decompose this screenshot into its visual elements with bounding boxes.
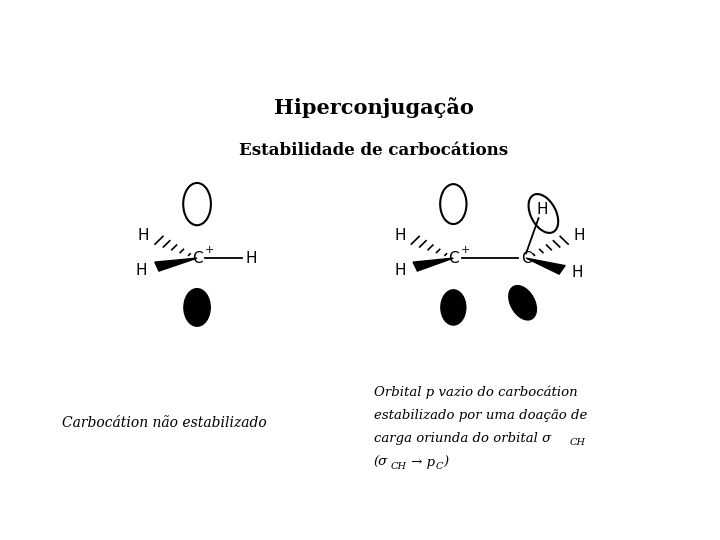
Text: C: C	[448, 251, 459, 266]
Text: +: +	[461, 245, 470, 255]
Text: H: H	[395, 228, 406, 243]
Text: ): )	[443, 456, 448, 469]
Text: H: H	[572, 265, 583, 280]
Text: H: H	[536, 202, 548, 217]
Polygon shape	[155, 258, 197, 271]
Text: +: +	[204, 245, 215, 255]
Text: Hiperconjugação: Hiperconjugação	[274, 97, 474, 118]
Ellipse shape	[184, 289, 210, 326]
Ellipse shape	[509, 286, 536, 320]
Text: Carbocátion não estabilizado: Carbocátion não estabilizado	[62, 416, 266, 429]
Text: H: H	[138, 228, 150, 243]
Text: H: H	[574, 228, 585, 243]
Text: C: C	[192, 251, 202, 266]
Polygon shape	[526, 258, 565, 274]
Text: QFL0341 – Estrutura e Propriedades de Compostos Orgânicos: QFL0341 – Estrutura e Propriedades de Co…	[10, 198, 17, 413]
Text: → p: → p	[407, 456, 435, 469]
Text: H: H	[246, 251, 257, 266]
Text: Deslocalização eletrônica: Deslocalização eletrônica	[161, 21, 559, 50]
Text: estabilizado por uma doação de: estabilizado por uma doação de	[374, 409, 587, 422]
Text: Orbital p vazio do carbocátion: Orbital p vazio do carbocátion	[374, 385, 577, 399]
Text: H: H	[395, 263, 406, 278]
Text: Estabilidade de carbocátions: Estabilidade de carbocátions	[239, 141, 508, 159]
Text: (σ: (σ	[374, 456, 388, 469]
Text: carga oriunda do orbital σ: carga oriunda do orbital σ	[374, 433, 551, 446]
Text: CH: CH	[570, 438, 585, 447]
Ellipse shape	[441, 290, 466, 325]
Text: CH: CH	[390, 462, 406, 471]
Text: C: C	[436, 462, 444, 471]
Circle shape	[0, 30, 70, 40]
Polygon shape	[413, 258, 454, 271]
Text: H: H	[136, 263, 148, 278]
Text: C: C	[521, 251, 531, 266]
